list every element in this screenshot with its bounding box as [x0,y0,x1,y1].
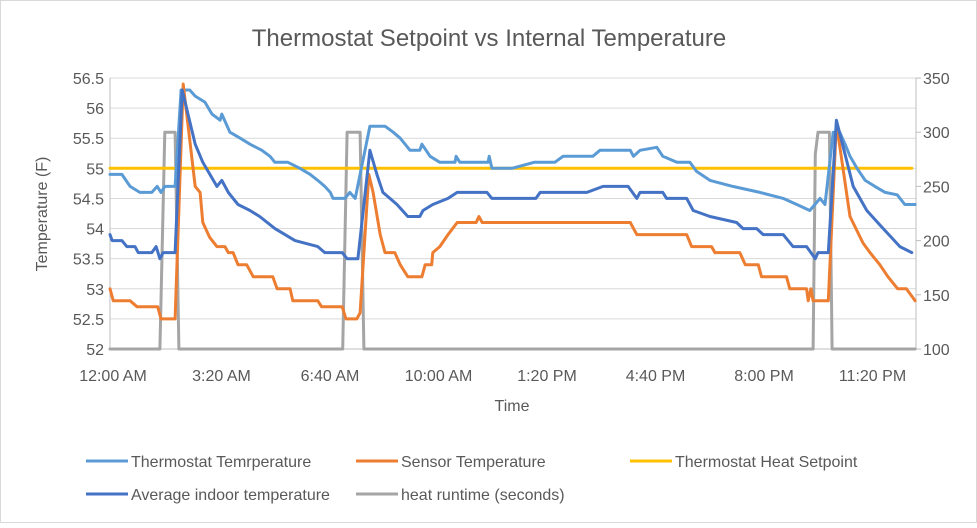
x-tick-label: 11:20 PM [839,368,906,385]
y-tick-label: 53.5 [73,252,104,269]
y-tick-label: 56.5 [73,71,104,88]
y-axis-title: Temperature (F) [34,157,51,272]
legend-label: Sensor Temperature [401,454,546,471]
legend: Thermostat Temrperature Sensor Temperatur… [86,454,858,504]
y-axis-right: 100 150 200 250 300 350 [916,71,950,359]
legend-label: Thermostat Heat Setpoint [675,454,858,471]
x-tick-label: 1:20 PM [517,368,577,385]
y2-tick-label: 250 [923,179,950,196]
x-axis: 12:00 AM 3:20 AM 6:40 AM 10:00 AM 1:20 PM 4:4… [79,368,906,385]
y-tick-label: 53 [86,282,104,299]
y-tick-label: 54.5 [73,191,104,208]
legend-item: Sensor Temperature [356,454,546,471]
legend-item: Thermostat Temrperature [86,454,311,471]
x-axis-title: Time [495,398,530,415]
series-line-average-indoor-temperature [108,88,914,261]
x-tick-label: 8:00 PM [734,368,794,385]
x-tick-label: 12:00 AM [79,368,147,385]
series-line-thermostat-temrperature [108,88,917,212]
legend-label: Thermostat Temrperature [131,454,311,471]
y-tick-label: 56 [86,101,104,118]
y2-tick-label: 100 [923,342,950,359]
y2-tick-label: 300 [923,125,950,142]
y-tick-label: 55 [86,161,104,178]
x-tick-label: 6:40 AM [301,368,360,385]
y-tick-label: 55.5 [73,131,104,148]
y2-tick-label: 150 [923,288,950,305]
series-lines [108,82,917,351]
x-tick-label: 10:00 AM [405,368,473,385]
legend-item: Average indoor temperature [86,487,330,504]
y-tick-label: 52.5 [73,312,104,329]
y-tick-label: 52 [86,342,104,359]
x-tick-label: 4:40 PM [626,368,686,385]
y-tick-label: 54 [86,222,104,239]
legend-item: Thermostat Heat Setpoint [630,454,858,471]
legend-label: Average indoor temperature [131,487,330,504]
chart-title: Thermostat Setpoint vs Internal Temperat… [252,25,726,52]
legend-label: heat runtime (seconds) [401,487,565,504]
legend-item: heat runtime (seconds) [356,487,565,504]
y-axis-left: 52 52.5 53 53.5 54 54.5 55 55.5 56 56.5 [73,71,104,359]
y2-tick-label: 200 [923,234,950,251]
x-tick-label: 3:20 AM [192,368,251,385]
series-line-heat-runtime-seconds [108,130,917,351]
y2-tick-label: 350 [923,71,950,88]
series-line-sensor-temperature [108,82,917,321]
